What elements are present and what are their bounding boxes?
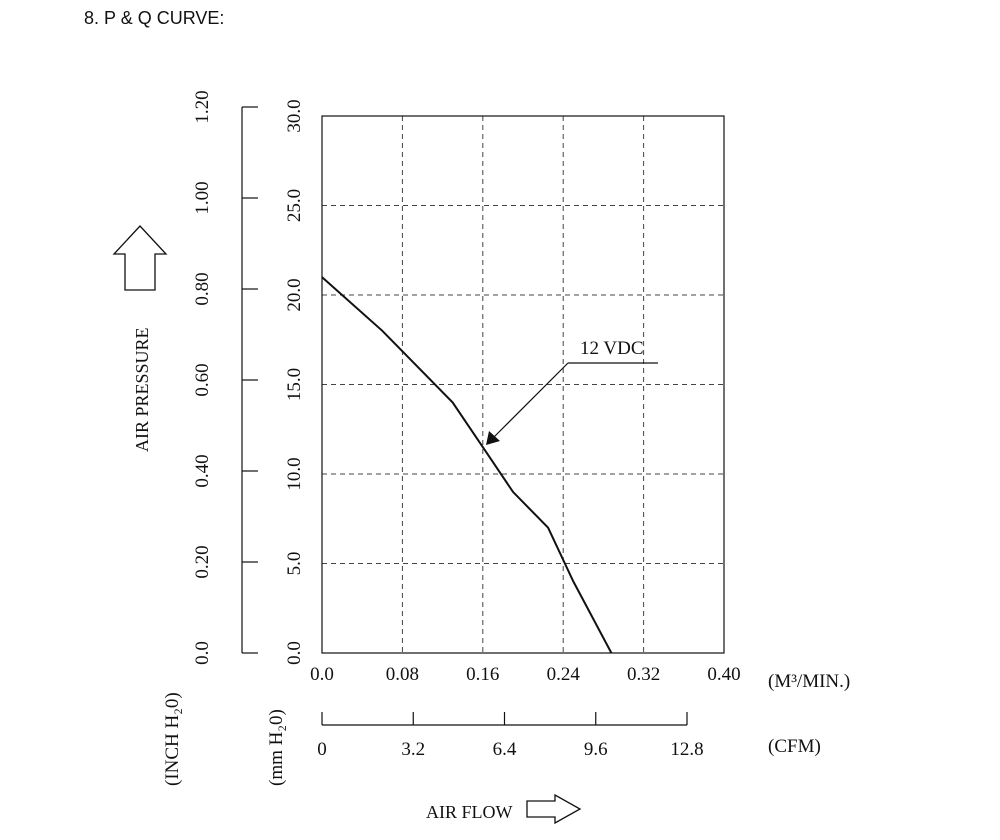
x-tick-label-cfm: 12.8 bbox=[670, 739, 703, 760]
y-tick-label-mm: 20.0 bbox=[284, 278, 305, 311]
y-tick-label-mm: 5.0 bbox=[284, 552, 305, 576]
y-tick-label-mm: 0.0 bbox=[284, 641, 305, 665]
y-unit-inch: (INCH H₂0) bbox=[162, 692, 183, 786]
x-tick-label-m3: 0.24 bbox=[547, 664, 581, 685]
plot-frame bbox=[321, 115, 725, 654]
x-axis-title: AIR FLOW bbox=[426, 802, 513, 822]
x-tick-label-m3: 0.40 bbox=[707, 664, 740, 685]
x-tick-label-cfm: 0 bbox=[317, 739, 327, 760]
y-tick-label-mm: 25.0 bbox=[284, 189, 305, 222]
grid bbox=[322, 116, 724, 653]
y-tick-label-mm: 15.0 bbox=[284, 368, 305, 401]
x-tick-label-m3: 0.16 bbox=[466, 664, 499, 685]
x-axis-cfm: 0 3.2 6.4 9.6 12.8 bbox=[317, 712, 704, 760]
y-unit-mm: (mm H₂0) bbox=[266, 709, 287, 786]
y-axis-mm: 0.0 5.0 10.0 15.0 20.0 25.0 30.0 bbox=[284, 99, 305, 665]
y-tick-label-inch: 1.00 bbox=[192, 181, 213, 214]
y-axis-inch: 0.0 0.20 0.40 0.60 0.80 1.00 1.20 bbox=[192, 90, 258, 665]
up-arrow-icon bbox=[112, 225, 168, 291]
y-tick-label-inch: 0.40 bbox=[192, 454, 213, 487]
y-tick-label-inch: 0.60 bbox=[192, 363, 213, 396]
x-tick-label-m3: 0.0 bbox=[310, 664, 334, 685]
y-tick-label-inch: 0.0 bbox=[192, 641, 213, 665]
y-tick-label-inch: 0.20 bbox=[192, 545, 213, 578]
y-tick-label-inch: 0.80 bbox=[192, 272, 213, 305]
page-title: 8. P & Q CURVE: bbox=[84, 8, 225, 28]
series-label-12vdc: 12 VDC bbox=[580, 338, 644, 359]
x-tick-label-cfm: 3.2 bbox=[401, 739, 425, 760]
x-unit-cfm: (CFM) bbox=[768, 736, 821, 757]
x-tick-label-m3: 0.08 bbox=[386, 664, 419, 685]
y-axis-title: AIR PRESSURE bbox=[132, 327, 152, 452]
annotation-leader bbox=[493, 362, 569, 438]
x-tick-label-m3: 0.32 bbox=[627, 664, 660, 685]
right-arrow-icon bbox=[526, 793, 582, 825]
x-tick-label-cfm: 9.6 bbox=[584, 739, 608, 760]
annotation-arrowhead-icon bbox=[486, 431, 500, 445]
x-tick-label-cfm: 6.4 bbox=[493, 739, 517, 760]
x-unit-m3: (M³/MIN.) bbox=[768, 671, 850, 692]
y-tick-label-mm: 10.0 bbox=[284, 457, 305, 490]
y-tick-label-mm: 30.0 bbox=[284, 99, 305, 132]
series-line-12vdc bbox=[321, 276, 613, 654]
y-tick-label-inch: 1.20 bbox=[192, 90, 213, 123]
x-axis-m3: 0.0 0.08 0.16 0.24 0.32 0.40 bbox=[310, 664, 741, 685]
